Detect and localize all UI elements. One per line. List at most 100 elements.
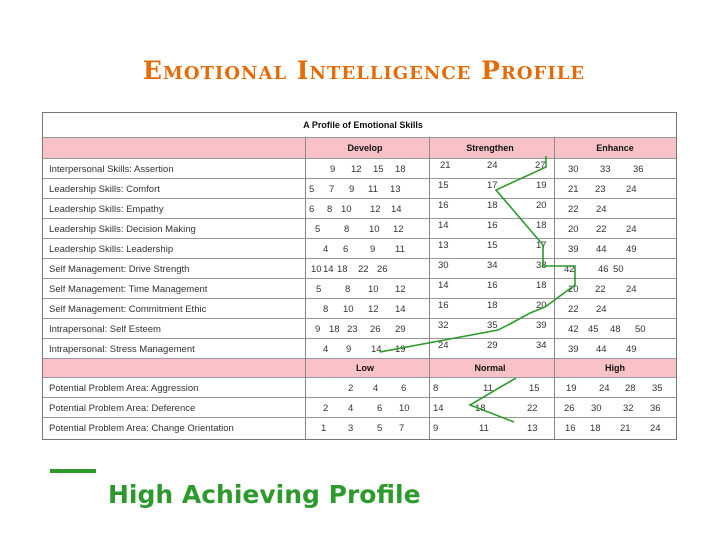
score-value: 11	[483, 383, 493, 394]
header-strengthen: Strengthen	[466, 143, 514, 153]
score-value: 8	[323, 304, 329, 315]
score-value: 21	[620, 423, 631, 434]
table-row: Interpersonal Skills: Assertion 9 12 15 18 21…	[43, 158, 676, 178]
score-value: 18	[487, 200, 498, 211]
score-value: 19	[566, 383, 577, 394]
table-row: Potential Problem Area: Change Orientati…	[43, 417, 676, 437]
score-value: 2	[348, 383, 354, 394]
legend-line-swatch	[50, 469, 96, 473]
row-label: Self Management: Commitment Ethic	[49, 304, 207, 315]
emotional-skills-table: A Profile of Emotional Skills Develop St…	[42, 112, 677, 440]
row-label: Self Management: Time Management	[49, 284, 208, 295]
header-normal: Normal	[474, 363, 506, 373]
score-value: 29	[487, 340, 498, 351]
column-divider-2	[429, 137, 430, 439]
row-label: Leadership Skills: Decision Making	[49, 224, 196, 235]
score-value: 39	[568, 244, 579, 255]
score-value: 36	[650, 403, 661, 414]
score-value: 26	[564, 403, 575, 414]
score-value: 20	[568, 224, 579, 235]
header-low: Low	[356, 363, 374, 373]
score-value: 13	[527, 423, 538, 434]
score-value: 5	[309, 184, 315, 195]
score-value: 34	[536, 340, 547, 351]
score-value: 24	[626, 284, 637, 295]
score-value: 26	[377, 264, 388, 275]
score-value: 23	[347, 324, 358, 335]
score-value: 19	[395, 344, 406, 355]
score-value: 24	[596, 204, 607, 215]
score-value: 42	[564, 264, 575, 275]
column-divider-1	[305, 137, 306, 439]
page-title: Emotional Intelligence Profile	[142, 56, 586, 85]
table-title: A Profile of Emotional Skills	[303, 120, 423, 130]
score-value: 3	[348, 423, 354, 434]
score-value: 16	[487, 280, 498, 291]
score-value: 10	[343, 304, 354, 315]
score-value: 22	[596, 224, 607, 235]
score-value: 12	[351, 164, 362, 175]
score-value: 9	[315, 324, 321, 335]
score-value: 7	[399, 423, 405, 434]
score-value: 5	[316, 284, 322, 295]
range-header-row: Low Normal High	[43, 358, 676, 377]
score-value: 39	[568, 344, 579, 355]
score-value: 10	[368, 284, 379, 295]
score-value: 27	[535, 160, 546, 171]
header-develop: Develop	[347, 143, 383, 153]
score-value: 18	[337, 264, 348, 275]
score-value: 15	[529, 383, 540, 394]
score-value: 22	[527, 403, 538, 414]
score-value: 15	[438, 180, 449, 191]
row-label: Potential Problem Area: Aggression	[49, 383, 199, 394]
score-value: 15	[373, 164, 384, 175]
score-value: 1	[321, 423, 327, 434]
score-value: 26	[370, 324, 381, 335]
score-value: 22	[568, 304, 579, 315]
score-value: 18	[487, 300, 498, 311]
score-value: 24	[438, 340, 449, 351]
score-value: 24	[599, 383, 610, 394]
score-value: 10	[369, 224, 380, 235]
score-value: 4	[323, 344, 329, 355]
score-value: 14	[433, 403, 444, 414]
row-label: Leadership Skills: Leadership	[49, 244, 174, 255]
score-value: 4	[323, 244, 329, 255]
score-value: 14	[438, 220, 449, 231]
score-value: 48	[610, 324, 621, 335]
header-high: High	[605, 363, 625, 373]
score-value: 29	[395, 324, 406, 335]
score-value: 5	[377, 423, 383, 434]
score-value: 16	[487, 220, 498, 231]
score-value: 30	[568, 164, 579, 175]
score-value: 49	[626, 344, 637, 355]
score-value: 8	[345, 284, 351, 295]
score-value: 8	[344, 224, 350, 235]
score-value: 35	[487, 320, 498, 331]
score-value: 18	[329, 324, 340, 335]
score-value: 35	[652, 383, 663, 394]
score-value: 45	[588, 324, 599, 335]
score-value: 12	[368, 304, 379, 315]
score-value: 16	[438, 200, 449, 211]
score-value: 18	[536, 220, 547, 231]
table-row: Self Management: Commitment Ethic 8 10 12 14…	[43, 298, 676, 318]
score-value: 44	[596, 244, 607, 255]
score-value: 9	[433, 423, 439, 434]
score-value: 20	[536, 300, 547, 311]
score-value: 21	[440, 160, 451, 171]
score-value: 6	[377, 403, 383, 414]
score-value: 6	[343, 244, 349, 255]
score-value: 19	[536, 180, 547, 191]
score-value: 17	[536, 240, 547, 251]
table-row: Potential Problem Area: Aggression 2 4 6 8 11…	[43, 377, 676, 397]
score-value: 20	[568, 284, 579, 295]
profile-path-upper	[379, 156, 576, 353]
score-value: 33	[600, 164, 611, 175]
score-value: 22	[595, 284, 606, 295]
score-value: 18	[536, 280, 547, 291]
row-label: Self Management: Drive Strength	[49, 264, 190, 275]
score-value: 5	[315, 224, 321, 235]
row-label: Potential Problem Area: Change Orientati…	[49, 423, 234, 434]
